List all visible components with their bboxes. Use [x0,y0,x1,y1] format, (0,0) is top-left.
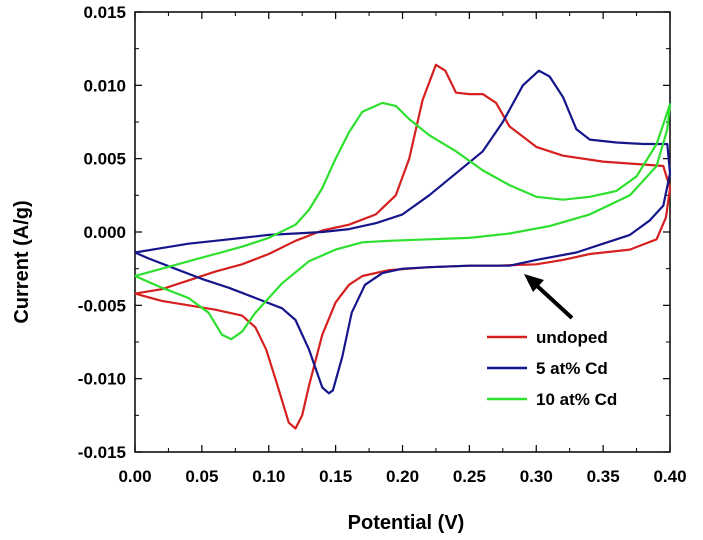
series-group [134,63,672,430]
y-tick-label: 0.005 [83,150,126,169]
arrow-head [524,274,544,292]
series-line-5-at-cd [134,69,672,395]
annotation-arrow [524,274,574,320]
x-tick-label: 0.35 [587,467,620,486]
plot-frame [134,11,671,453]
plot-border [134,11,671,453]
x-axis-ticks: 0.00 0.05 0.10 0.15 0.20 0.25 0.30 0.35 0.40 [118,12,687,486]
x-tick-label: 0.10 [252,467,285,486]
legend-label-undoped: undoped [536,328,608,347]
x-tick-label: 0.15 [319,467,352,486]
y-tick-label: 0.000 [83,223,126,242]
legend: undoped 5 at% Cd 10 at% Cd [487,328,617,409]
arrow-shaft [533,282,574,320]
y-tick-label: -0.010 [78,370,126,389]
x-tick-label: 0.20 [386,467,419,486]
x-tick-label: 0.30 [520,467,553,486]
legend-label-10-at-cd: 10 at% Cd [536,390,617,409]
x-axis-title: Potential (V) [348,512,465,534]
x-tick-label: 0.05 [185,467,218,486]
y-tick-label: -0.005 [78,296,126,315]
y-tick-label: 0.010 [83,76,126,95]
y-tick-label: -0.015 [78,443,126,462]
x-tick-label: 0.00 [118,467,151,486]
y-axis-ticks: 0.015 0.010 0.005 0.000 -0.005 -0.010 -0.015 [78,3,670,462]
x-tick-label: 0.40 [653,467,686,486]
legend-label-5-at-cd: 5 at% Cd [536,359,608,378]
series-line-undoped [134,63,672,430]
y-tick-label: 0.015 [83,3,126,22]
series-line-10-at-cd [134,101,672,341]
y-axis-title: Current (A/g) [11,200,33,323]
x-tick-label: 0.25 [453,467,486,486]
